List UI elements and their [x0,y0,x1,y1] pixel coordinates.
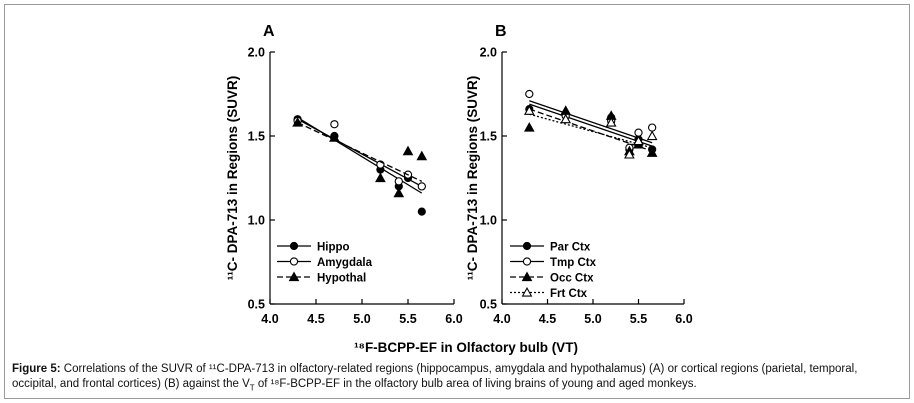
panel-b: B 0.5 1.0 1.5 2.0 4.0 4.5 5.0 5.5 6.0 ¹¹C- DPA-713… [465,23,693,326]
data-point [525,89,534,99]
data-point [646,130,658,141]
legend-marker [522,241,532,251]
data-point [634,128,643,137]
y-tick-label: 1.5 [248,130,265,144]
x-tick-label: 4.5 [539,312,556,326]
caption-text-line2b: of ¹⁸F-BCPP-EF in the olfactory bulb are… [254,378,697,390]
legend-label: Hypothal [317,273,366,285]
data-point [523,105,535,115]
y-tick-label: 0.5 [480,298,497,312]
data-point [394,177,403,186]
x-tick-label: 5.0 [584,312,601,326]
x-tick-label: 6.0 [675,312,692,326]
data-point [329,132,340,142]
data-point [560,113,572,124]
legend-marker [521,286,533,297]
panel-a: A 0.5 1.0 1.5 2.0 4.0 4.5 5.0 5.5 6.0 ¹¹C- DPA-713… [225,23,463,326]
series-hypothal [292,117,428,198]
figure-chart: A 0.5 1.0 1.5 2.0 4.0 4.5 5.0 5.5 6.0 ¹¹C- DPA-713… [225,23,693,355]
caption-text-line1: Correlations of the SUVR of ¹¹C-DPA-713 … [63,363,858,375]
data-point [292,117,303,127]
x-tick-label: 4.5 [307,312,324,326]
data-point [416,150,428,161]
fit-line [529,103,653,147]
y-tick-label: 1.0 [480,214,497,228]
y-axis-label: ¹¹C- DPA-713 in Regions (SUVR) [225,76,240,281]
data-point [375,172,386,183]
x-tick-label: 6.0 [445,312,462,326]
fit-line [529,100,653,144]
y-tick-label: 2.0 [480,46,497,60]
fit-line [529,113,653,149]
x-axis-label: ¹⁸F-BCPP-EF in Olfactory bulb (VT) [354,340,578,355]
caption-text-line2-sub: T [249,383,255,393]
fit-line [529,108,653,152]
data-point [646,147,658,157]
fit-line [297,121,423,182]
legend-label: Frt Ctx [550,288,588,300]
data-point [560,105,572,115]
legend-label: Amygdala [317,257,373,269]
caption-label: Figure 5: [12,363,61,375]
legend-label: Occ Ctx [550,273,594,285]
fit-line [297,118,423,187]
legend-marker [522,257,532,266]
panel-label: A [263,23,275,40]
series-hippo [293,115,426,216]
legend-marker [289,257,299,266]
legend-marker [521,271,533,282]
series-frt-ctx [523,105,658,159]
x-tick-label: 5.0 [353,312,370,326]
legend-label: Par Ctx [550,242,591,254]
x-tick-label: 5.5 [630,312,647,326]
data-point [393,187,405,198]
legend: Par Ctx Tmp Ctx Occ Ctx Frt Ctx [510,241,597,300]
data-point [605,117,617,127]
data-point [648,123,657,132]
y-axis-label: ¹¹C- DPA-713 in Regions (SUVR) [465,76,480,281]
figure-frame [4,4,910,399]
x-tick-label: 4.0 [261,312,278,326]
x-tick-label: 4.0 [493,312,510,326]
data-point [417,182,426,191]
legend-label: Tmp Ctx [550,257,597,269]
legend-marker [289,241,299,251]
panel-label: B [495,23,507,40]
legend-marker [288,271,300,282]
legend: Hippo Amygdala Hypothal [277,242,373,285]
data-point [633,135,644,146]
y-tick-label: 2.0 [248,46,265,60]
data-point [417,207,426,216]
x-tick-label: 5.5 [399,312,416,326]
caption-text-line2a: occipital, and frontal cortices) (B) aga… [12,378,250,390]
y-tick-label: 1.5 [480,130,497,144]
figure-caption: Figure 5: Correlations of the SUVR of ¹¹… [12,362,902,395]
data-point [523,122,535,132]
legend-label: Hippo [317,242,350,254]
data-point [330,120,339,129]
data-point [402,145,414,156]
y-tick-label: 0.5 [248,298,265,312]
y-tick-label: 1.0 [248,214,265,228]
data-point [624,148,635,159]
